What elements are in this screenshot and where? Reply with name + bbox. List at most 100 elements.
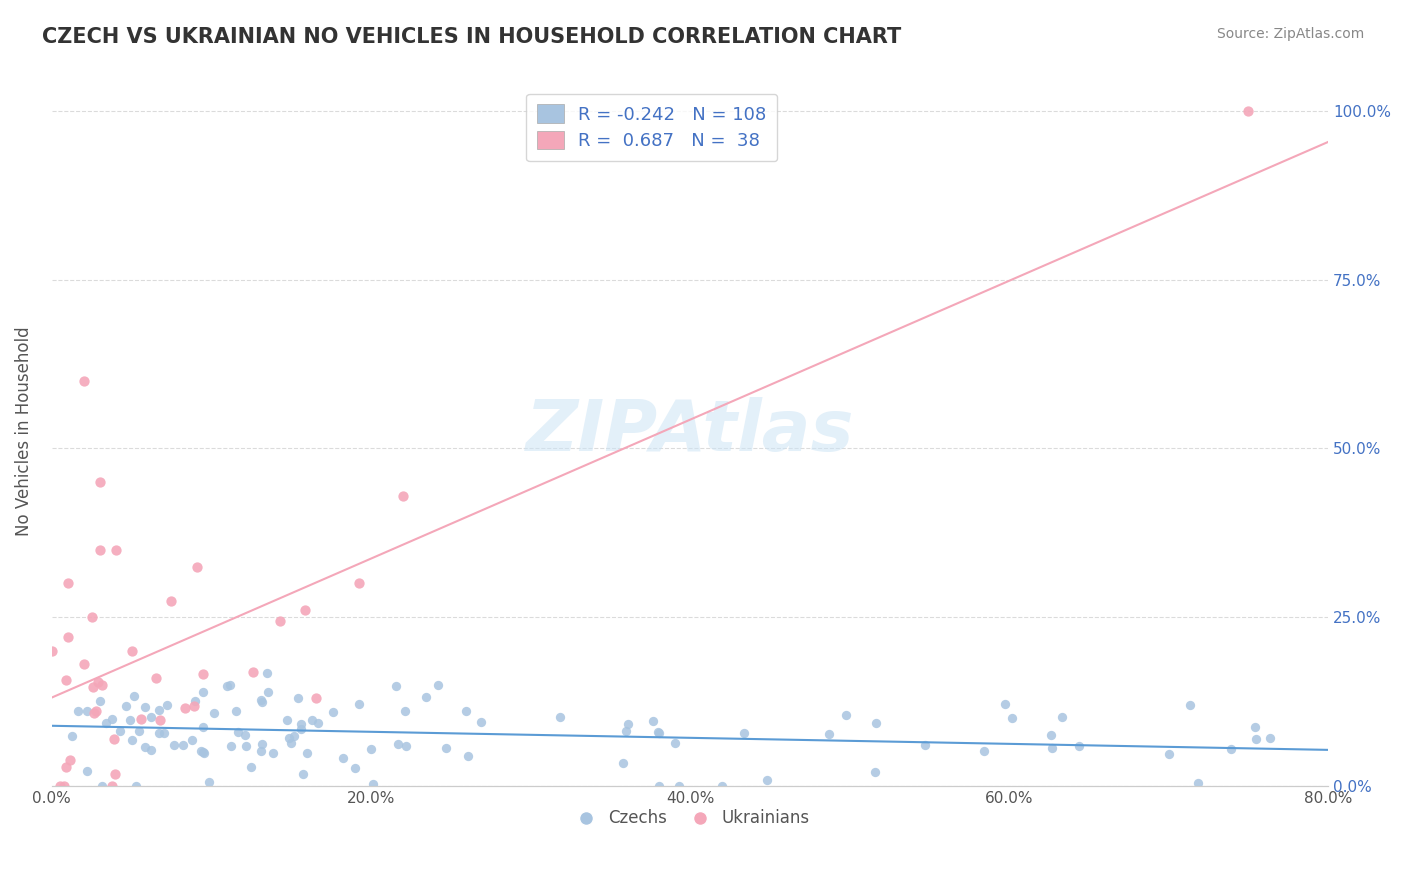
Point [180,733,202,747]
Point [415,690,437,705]
Point [434,740,457,755]
Point [191,685,214,699]
Point [125,779,148,793]
Point [80,610,103,624]
Point [256,666,278,681]
Point [287,691,309,706]
Point [301,713,323,727]
Point [186,559,208,574]
Point [90,779,112,793]
Point [395,739,418,753]
Text: CZECH VS UKRAINIAN NO VEHICLES IN HOUSEHOLD CORRELATION CHART: CZECH VS UKRAINIAN NO VEHICLES IN HOUSEH… [42,27,901,46]
Point [307,715,329,730]
Point [1237,104,1260,119]
Point [193,746,215,760]
Point [104,767,127,781]
Point [250,693,273,707]
Point [1157,747,1180,762]
Point [60,729,83,743]
Point [290,723,312,737]
Point [198,775,221,789]
Point [332,751,354,765]
Point [89,475,111,490]
Point [55,760,77,774]
Point [1050,710,1073,724]
Point [76,704,98,718]
Point [184,694,207,708]
Point [215,679,238,693]
Point [548,709,571,723]
Point [228,724,250,739]
Point [115,699,138,714]
Point [134,740,156,755]
Point [457,749,479,764]
Point [252,737,274,751]
Point [103,732,125,747]
Point [294,602,316,616]
Point [470,714,492,729]
Point [153,726,176,740]
Point [360,741,382,756]
Point [202,706,225,720]
Point [612,756,634,771]
Point [49,779,72,793]
Point [183,699,205,714]
Point [156,698,179,712]
Point [276,713,298,727]
Point [269,614,291,628]
Point [252,695,274,709]
Point [240,760,263,774]
Point [91,678,114,692]
Point [1187,776,1209,790]
Y-axis label: No Vehicles in Household: No Vehicles in Household [15,326,32,536]
Point [139,709,162,723]
Point [221,739,243,753]
Point [172,738,194,752]
Point [427,678,450,692]
Point [193,745,215,759]
Point [710,779,733,793]
Point [456,705,478,719]
Point [110,724,132,739]
Point [277,731,299,745]
Point [82,680,104,694]
Point [76,764,98,779]
Point [225,704,247,718]
Point [668,779,690,793]
Point [52,779,75,793]
Point [89,542,111,557]
Point [129,712,152,726]
Point [104,542,127,557]
Point [1001,711,1024,725]
Point [84,704,107,718]
Point [73,657,96,672]
Point [242,665,264,679]
Point [648,725,671,739]
Point [101,712,124,726]
Point [1244,720,1267,734]
Point [1067,739,1090,754]
Point [121,644,143,658]
Point [250,744,273,758]
Point [86,674,108,689]
Point [292,766,315,780]
Point [664,736,686,750]
Point [617,716,640,731]
Point [89,694,111,708]
Point [290,717,312,731]
Point [344,761,367,775]
Point [280,736,302,750]
Point [193,720,215,734]
Point [190,743,212,757]
Point [347,698,370,712]
Point [818,726,841,740]
Point [863,764,886,779]
Point [283,729,305,743]
Point [56,576,79,591]
Point [834,708,856,723]
Point [647,779,669,793]
Legend: Czechs, Ukrainians: Czechs, Ukrainians [564,803,817,834]
Point [120,713,142,727]
Point [73,374,96,388]
Point [1220,742,1243,756]
